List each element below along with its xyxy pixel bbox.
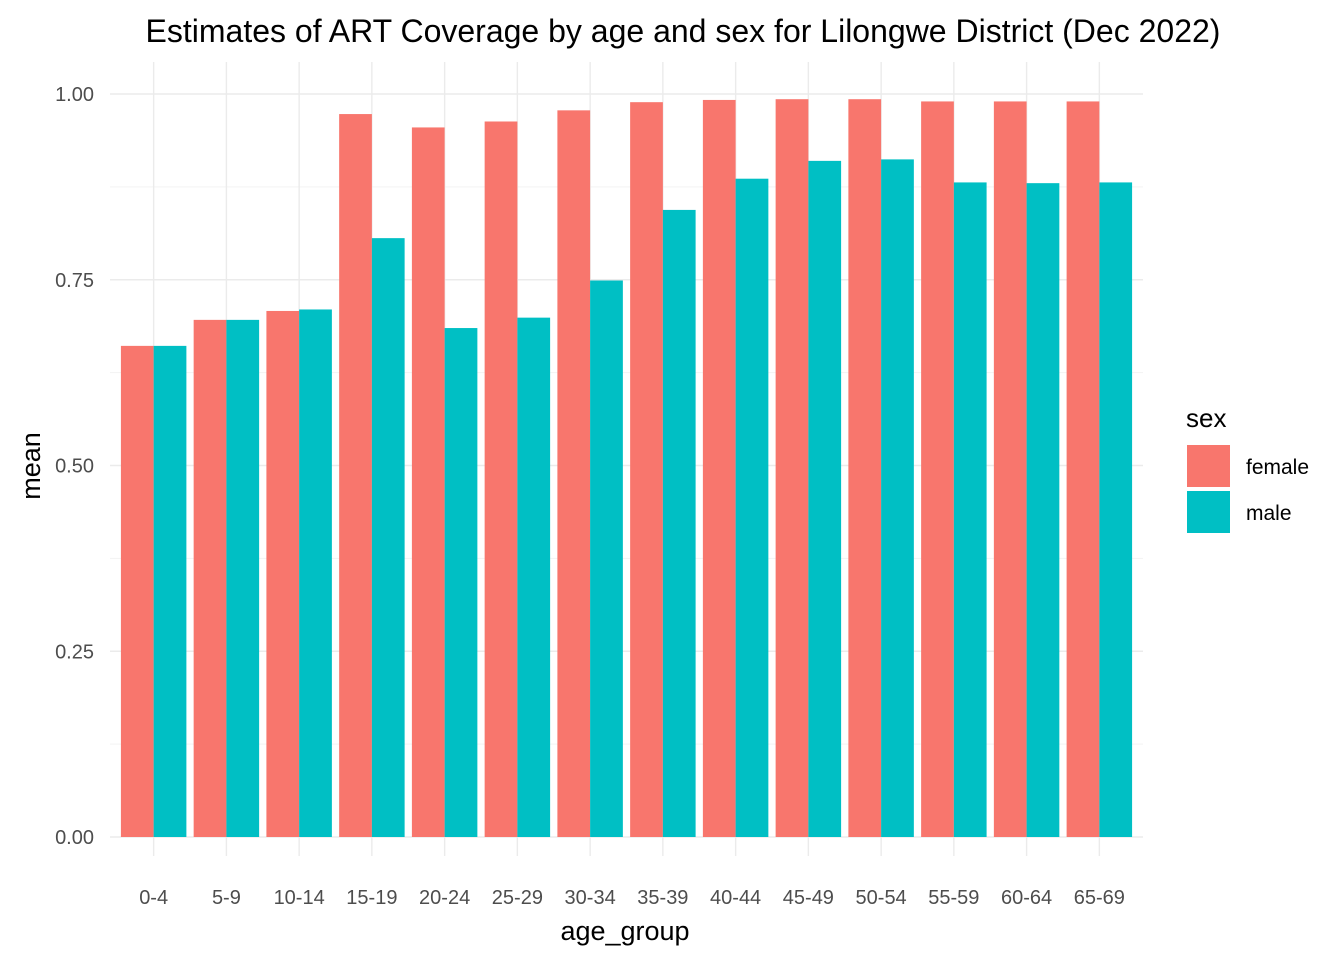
bar-female-15-19 <box>339 114 372 838</box>
bar-female-5-9 <box>193 319 227 837</box>
x-tick-label: 45-49 <box>783 887 834 909</box>
bar-female-20-24 <box>411 127 445 837</box>
x-tick-label: 15-19 <box>346 887 397 909</box>
y-tick-label: 0.00 <box>55 827 94 849</box>
bars <box>120 99 1133 838</box>
bar-female-40-44 <box>702 99 736 838</box>
chart-title: Estimates of ART Coverage by age and sex… <box>146 13 1221 49</box>
x-tick-label: 40-44 <box>710 887 761 909</box>
bar-male-50-54 <box>881 159 914 837</box>
x-tick-label: 20-24 <box>419 887 470 909</box>
bar-male-30-34 <box>590 280 623 837</box>
legend-label-female: female <box>1246 456 1309 479</box>
x-tick-label: 25-29 <box>492 887 543 909</box>
legend: sex female male <box>1186 403 1309 533</box>
bar-male-35-39 <box>662 209 696 837</box>
bar-female-10-14 <box>266 310 300 837</box>
bar-male-5-9 <box>226 319 260 837</box>
bar-female-35-39 <box>630 102 663 838</box>
bar-female-0-4 <box>120 345 154 837</box>
bar-female-50-54 <box>848 99 882 838</box>
bar-male-25-29 <box>517 317 551 837</box>
x-tick-label: 0-4 <box>139 887 168 909</box>
x-tick-label: 60-64 <box>1001 887 1052 909</box>
bar-male-60-64 <box>1026 183 1060 837</box>
bar-male-40-44 <box>735 178 769 837</box>
x-tick-label: 50-54 <box>856 887 907 909</box>
bar-male-10-14 <box>299 309 332 838</box>
bar-male-0-4 <box>153 345 187 837</box>
x-tick-label: 35-39 <box>637 887 688 909</box>
y-tick-labels: 0.00 0.25 0.50 0.75 1.00 <box>55 84 94 849</box>
bar-female-60-64 <box>993 101 1027 838</box>
y-axis-title: mean <box>16 432 46 500</box>
bar-male-15-19 <box>371 238 405 838</box>
y-tick-label: 0.75 <box>55 270 94 292</box>
bar-male-20-24 <box>444 328 478 837</box>
bar-male-45-49 <box>808 160 842 837</box>
x-tick-labels: 0-4 5-9 10-14 15-19 20-24 25-29 30-34 35-39 40-4… <box>139 887 1125 909</box>
bar-female-25-29 <box>484 121 518 838</box>
legend-title: sex <box>1186 403 1226 433</box>
grid-lines <box>110 62 1143 856</box>
x-tick-label: 65-69 <box>1074 887 1125 909</box>
bar-female-65-69 <box>1066 101 1100 838</box>
bar-female-30-34 <box>557 110 591 837</box>
bar-male-65-69 <box>1099 182 1133 838</box>
legend-label-male: male <box>1246 502 1292 525</box>
bar-female-55-59 <box>921 101 954 838</box>
y-tick-label: 1.00 <box>55 84 94 106</box>
x-tick-label: 10-14 <box>274 887 325 909</box>
x-tick-label: 55-59 <box>928 887 979 909</box>
y-tick-label: 0.25 <box>55 641 94 663</box>
legend-swatch-female <box>1187 445 1230 487</box>
x-tick-label: 5-9 <box>212 887 241 909</box>
x-axis-title: age_group <box>560 916 689 946</box>
bar-female-45-49 <box>775 99 809 838</box>
bar-male-55-59 <box>953 182 987 838</box>
y-tick-label: 0.50 <box>55 456 94 478</box>
legend-swatch-male <box>1187 491 1230 533</box>
x-tick-label: 30-34 <box>565 887 616 909</box>
